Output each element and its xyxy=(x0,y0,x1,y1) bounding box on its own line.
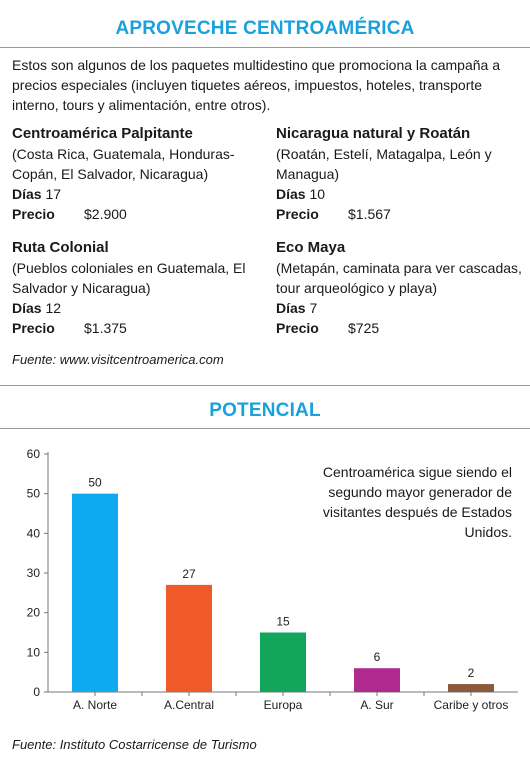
data-label: 50 xyxy=(88,476,102,490)
x-tick-label: Caribe y otros xyxy=(434,698,509,712)
bar xyxy=(166,584,212,692)
price-label: Precio xyxy=(12,206,55,222)
package-name: Centroamérica Palpitante xyxy=(12,125,193,142)
data-label: 27 xyxy=(182,567,196,581)
section-title-potencial: POTENCIAL xyxy=(209,400,321,421)
y-tick-label: 40 xyxy=(27,526,41,540)
bar xyxy=(354,668,400,692)
x-tick-label: A. Sur xyxy=(360,698,393,712)
days-label: Días xyxy=(276,186,306,202)
section-title-aproveche: APROVECHE CENTROAMÉRICA xyxy=(115,18,415,39)
package-places: (Costa Rica, Guatemala, Honduras-Copán, … xyxy=(12,146,235,182)
bar xyxy=(72,493,118,692)
bar-chart: 0 10 20 30 40 50 60 50 A. Norte 27 A.Central 15 Euro… xyxy=(27,447,518,712)
package-places: (Roatán, Estelí, Matagalpa, León y Manag… xyxy=(276,146,492,182)
package-card: Centroamérica Palpitante (Costa Rica, Gu… xyxy=(12,124,262,224)
title-rule xyxy=(0,428,530,429)
chart-annotation: Centroamérica sigue siendo el segundo ma… xyxy=(322,464,512,540)
y-tick-label: 60 xyxy=(27,447,41,461)
days-label: Días xyxy=(12,186,42,202)
package-price: $1.567 xyxy=(348,206,391,222)
package-days: 12 xyxy=(45,300,62,316)
package-card: Ruta Colonial (Pueblos coloniales en Gua… xyxy=(12,238,262,338)
intro-paragraph: Estos son algunos de los paquetes multid… xyxy=(12,57,500,113)
package-price: $1.375 xyxy=(84,320,127,336)
title-rule xyxy=(0,47,530,48)
bar xyxy=(260,632,306,692)
package-card: Eco Maya (Metapán, caminata para ver cas… xyxy=(276,238,526,338)
source-note: Fuente: www.visitcentroamerica.com xyxy=(12,352,224,367)
y-tick-label: 30 xyxy=(27,566,41,580)
package-name: Nicaragua natural y Roatán xyxy=(276,125,471,142)
data-label: 6 xyxy=(374,650,381,664)
x-tick-label: A.Central xyxy=(164,698,214,712)
package-days: 17 xyxy=(45,186,62,202)
package-name: Ruta Colonial xyxy=(12,239,109,256)
package-places: (Metapán, caminata para ver cascadas, to… xyxy=(276,260,522,296)
price-label: Precio xyxy=(276,320,319,336)
days-label: Días xyxy=(276,300,306,316)
section-divider xyxy=(0,385,530,386)
y-tick-label: 20 xyxy=(27,606,41,620)
package-price: $2.900 xyxy=(84,206,127,222)
package-days: 10 xyxy=(309,186,326,202)
y-tick-label: 50 xyxy=(27,487,41,501)
source-note: Fuente: Instituto Costarricense de Turis… xyxy=(12,737,257,752)
x-tick-label: Europa xyxy=(264,698,303,712)
bar xyxy=(448,684,494,692)
package-places: (Pueblos coloniales en Guatemala, El Sal… xyxy=(12,260,246,296)
days-label: Días xyxy=(12,300,42,316)
data-label: 2 xyxy=(468,666,475,680)
package-card: Nicaragua natural y Roatán (Roatán, Este… xyxy=(276,124,526,224)
price-label: Precio xyxy=(12,320,55,336)
x-tick-label: A. Norte xyxy=(73,698,117,712)
package-name: Eco Maya xyxy=(276,239,346,256)
package-price: $725 xyxy=(348,320,380,336)
package-days: 7 xyxy=(309,300,318,316)
y-tick-label: 10 xyxy=(27,645,41,659)
y-tick-label: 0 xyxy=(33,685,40,699)
data-label: 15 xyxy=(276,615,290,629)
price-label: Precio xyxy=(276,206,319,222)
